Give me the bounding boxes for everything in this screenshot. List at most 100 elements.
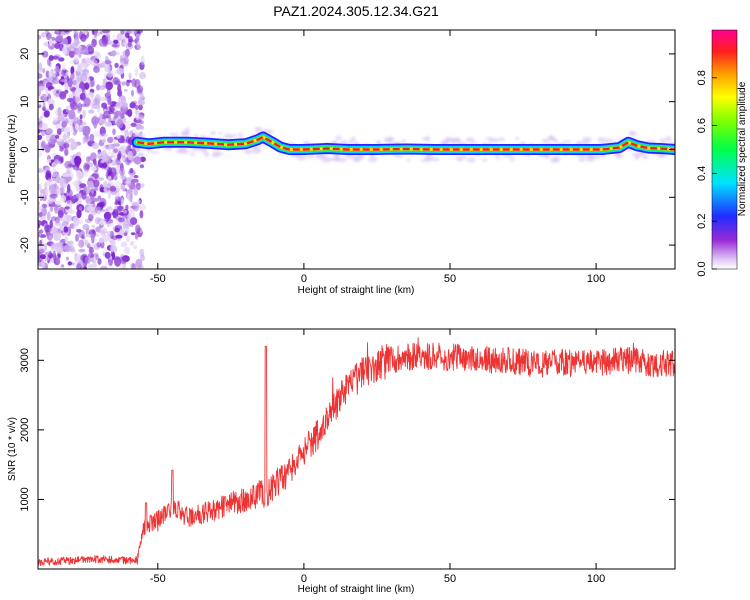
snr-y-tick-label: 3000 xyxy=(19,348,31,372)
noise-blob xyxy=(121,135,125,144)
noise-blob xyxy=(43,243,47,252)
noise-blob xyxy=(139,72,147,79)
noise-blob xyxy=(94,94,101,103)
noise-blob xyxy=(139,61,145,71)
noise-blob xyxy=(73,222,78,231)
noise-blob xyxy=(48,103,54,111)
noise-blob xyxy=(64,160,73,169)
halo-blob xyxy=(210,131,216,136)
halo-blob xyxy=(491,138,499,143)
snr-x-tick-label: 100 xyxy=(587,573,605,585)
halo-blob xyxy=(494,156,501,160)
noise-blob xyxy=(84,57,92,67)
noise-blob xyxy=(129,102,136,109)
halo-blob xyxy=(629,132,637,135)
noise-blob xyxy=(84,82,90,90)
noise-blob xyxy=(40,95,45,101)
colorbar: 0.0 0.2 0.4 0.6 0.8 Normalized spectral ampl… xyxy=(696,29,748,277)
ridge-band-yellow xyxy=(135,135,675,151)
noise-blob xyxy=(76,263,82,269)
noise-blob xyxy=(103,60,112,65)
noise-blob xyxy=(91,233,95,244)
noise-blob xyxy=(78,239,85,248)
noise-blob xyxy=(113,39,119,44)
noise-blob xyxy=(127,150,133,161)
halo-blob xyxy=(181,131,189,137)
noise-blob xyxy=(57,128,62,136)
noise-blob xyxy=(106,151,114,157)
noise-blob xyxy=(88,213,94,222)
noise-blob xyxy=(51,162,57,168)
noise-blob xyxy=(124,120,131,131)
spectrogram-plot-area xyxy=(38,30,675,269)
halo-blob xyxy=(594,155,601,160)
noise-blob xyxy=(63,30,70,33)
noise-blob xyxy=(133,262,141,269)
noise-blob xyxy=(135,258,143,269)
snr-frame xyxy=(37,328,676,570)
noise-blob xyxy=(100,133,109,138)
halo-blob xyxy=(630,153,640,157)
noise-blob xyxy=(76,170,83,180)
noise-blob xyxy=(76,106,82,114)
noise-blob xyxy=(138,203,146,211)
noise-blob xyxy=(70,66,75,75)
halo-blob xyxy=(548,134,554,141)
noise-blob xyxy=(45,128,54,135)
colorbar-tick-label: 0.8 xyxy=(696,70,708,85)
noise-blob xyxy=(86,205,95,212)
noise-blob xyxy=(42,50,49,58)
noise-blob xyxy=(50,193,58,199)
noise-blob xyxy=(133,118,142,124)
noise-blob xyxy=(60,156,64,164)
noise-blob xyxy=(129,265,138,269)
noise-blob xyxy=(63,142,70,149)
noise-blob xyxy=(70,73,75,80)
noise-blob xyxy=(97,258,102,265)
chart-title: PAZ1.2024.305.12.34.G21 xyxy=(273,3,439,19)
colorbar-tick-label: 0.4 xyxy=(696,166,708,181)
noise-blob xyxy=(104,251,111,259)
noise-blob xyxy=(38,73,43,79)
noise-blob xyxy=(80,170,89,178)
halo-blob xyxy=(597,137,606,142)
noise-blob xyxy=(44,251,52,256)
noise-blob xyxy=(107,101,113,106)
noise-blob xyxy=(138,152,144,157)
noise-blob xyxy=(114,62,119,68)
noise-blob xyxy=(38,134,43,140)
halo-blob xyxy=(396,154,403,158)
noise-blob xyxy=(123,56,129,65)
halo-blob xyxy=(383,137,394,143)
noise-blob xyxy=(123,246,131,255)
noise-blob xyxy=(42,101,46,111)
noise-blob xyxy=(44,166,51,171)
noise-blob xyxy=(102,61,106,69)
noise-blob xyxy=(107,143,111,152)
noise-blob xyxy=(111,50,117,57)
noise-blob xyxy=(127,41,132,48)
noise-blob xyxy=(48,55,54,61)
noise-blob xyxy=(121,225,130,234)
noise-blob xyxy=(68,109,76,120)
noise-blob xyxy=(41,260,46,269)
noise-blob xyxy=(126,136,131,144)
halo-blob xyxy=(465,137,475,142)
noise-blob xyxy=(92,142,99,150)
snr-series-line xyxy=(38,337,675,567)
noise-blob xyxy=(132,183,136,191)
noise-blob xyxy=(119,167,125,176)
noise-blob xyxy=(102,30,110,34)
noise-blob xyxy=(106,231,113,237)
noise-blob xyxy=(93,243,101,251)
noise-blob xyxy=(123,88,128,92)
halo-blob xyxy=(581,139,590,145)
halo-blob xyxy=(541,138,549,144)
noise-blob xyxy=(133,156,142,165)
noise-blob xyxy=(117,205,124,210)
noise-blob xyxy=(134,233,139,240)
noise-blob xyxy=(66,97,74,103)
spectrogram-y-tick-label: -20 xyxy=(19,237,31,253)
noise-blob xyxy=(135,123,142,130)
noise-blob xyxy=(59,91,67,100)
